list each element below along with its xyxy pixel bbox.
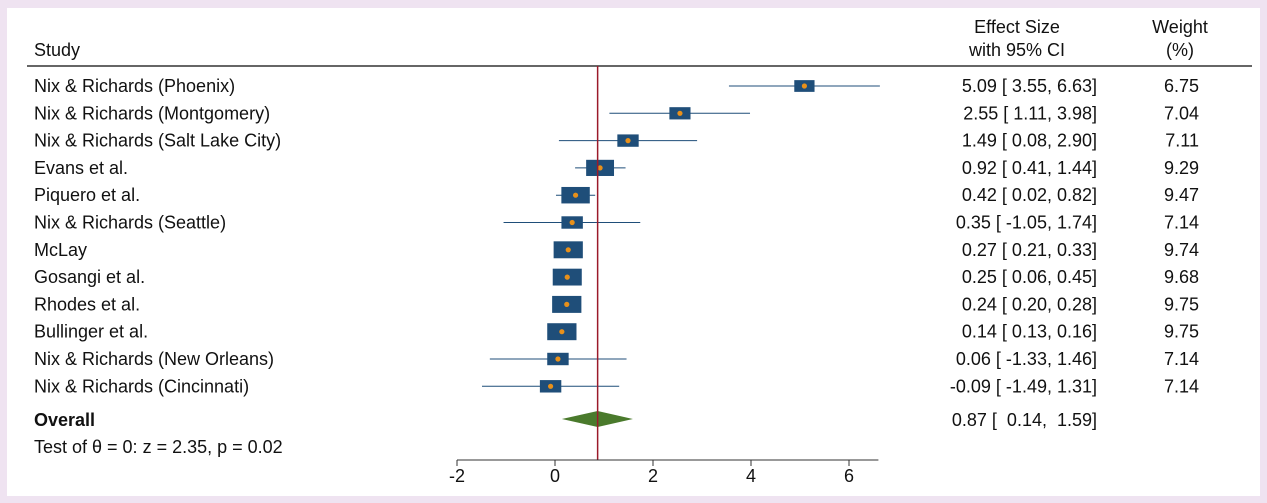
study-ci-text: 1.49 [ 0.08, 2.90] [962, 131, 1097, 151]
study-ci-text: 0.35 [ -1.05, 1.74] [956, 213, 1097, 233]
study-label: Nix & Richards (Salt Lake City) [34, 131, 281, 151]
header-weight-line1: Weight [1152, 17, 1208, 37]
point-estimate [597, 165, 603, 171]
point-estimate [677, 110, 683, 116]
point-estimate [569, 219, 575, 226]
study-ci-text: -0.09 [ -1.49, 1.31] [950, 376, 1097, 396]
header-weight-line2: (%) [1166, 40, 1194, 60]
point-estimate [564, 274, 570, 280]
study-weight-text: 7.14 [1164, 213, 1199, 233]
chart-frame: Study Effect Size with 95% CI Weight (%)… [7, 8, 1260, 496]
study-label: Rhodes et al. [34, 294, 140, 314]
point-estimate [625, 138, 631, 144]
study-weight-text: 7.14 [1164, 349, 1199, 369]
study-ci-text: 0.24 [ 0.20, 0.28] [962, 294, 1097, 314]
point-estimate [547, 383, 554, 389]
x-tick-label: 4 [746, 466, 756, 486]
study-label: Nix & Richards (Phoenix) [34, 76, 235, 96]
study-ci-text: 0.06 [ -1.33, 1.46] [956, 349, 1097, 369]
x-tick-label: 0 [550, 466, 560, 486]
study-weight-text: 9.68 [1164, 267, 1199, 287]
study-ci-text: 2.55 [ 1.11, 3.98] [963, 103, 1097, 123]
study-label: Nix & Richards (Cincinnati) [34, 376, 249, 396]
study-ci-text: 0.25 [ 0.06, 0.45] [962, 267, 1097, 287]
point-estimate [565, 247, 571, 253]
x-tick-label: 2 [648, 466, 658, 486]
study-weight-text: 9.75 [1164, 294, 1199, 314]
study-label: McLay [34, 240, 87, 260]
study-weight-text: 7.14 [1164, 376, 1199, 396]
study-ci-text: 0.42 [ 0.02, 0.82] [962, 185, 1097, 205]
header-effect-line2: with 95% CI [968, 40, 1065, 60]
study-weight-text: 7.11 [1165, 131, 1199, 151]
study-ci-text: 5.09 [ 3.55, 6.63] [962, 76, 1097, 96]
study-weight-text: 6.75 [1164, 76, 1199, 96]
study-weight-text: 7.04 [1164, 103, 1199, 123]
study-weight-text: 9.74 [1164, 240, 1199, 260]
point-estimate [564, 301, 570, 307]
study-label: Evans et al. [34, 158, 128, 178]
forest-plot: Study Effect Size with 95% CI Weight (%)… [27, 17, 1252, 486]
study-label: Nix & Richards (Seattle) [34, 213, 226, 233]
study-weight-text: 9.47 [1164, 185, 1199, 205]
study-label: Gosangi et al. [34, 267, 145, 287]
study-label: Nix & Richards (Montgomery) [34, 103, 270, 123]
overall-label: Overall [34, 410, 95, 430]
study-label: Nix & Richards (New Orleans) [34, 349, 274, 369]
point-estimate [572, 192, 579, 198]
x-tick-label: -2 [449, 466, 465, 486]
study-ci-text: 0.14 [ 0.13, 0.16] [962, 322, 1097, 342]
point-estimate [801, 83, 808, 89]
header-study: Study [34, 40, 80, 60]
point-estimate [555, 356, 561, 362]
x-tick-label: 6 [844, 466, 854, 486]
study-label: Piquero et al. [34, 185, 140, 205]
study-weight-text: 9.29 [1164, 158, 1199, 178]
point-estimate [559, 329, 565, 335]
study-label: Bullinger et al. [34, 322, 148, 342]
study-ci-text: 0.27 [ 0.21, 0.33] [962, 240, 1097, 260]
overall-ci-text: 0.87 [ 0.14, 1.59] [952, 410, 1097, 430]
header-effect-line1: Effect Size [974, 17, 1060, 37]
study-ci-text: 0.92 [ 0.41, 1.44] [962, 158, 1097, 178]
study-weight-text: 9.75 [1164, 322, 1199, 342]
test-statistic: Test of θ = 0: z = 2.35, p = 0.02 [34, 437, 283, 457]
